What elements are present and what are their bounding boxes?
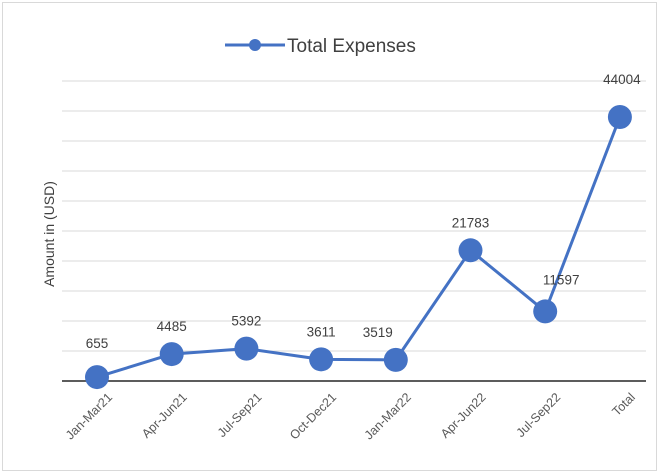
data-point: [309, 347, 334, 372]
data-point: [85, 365, 109, 390]
x-tick-label: Oct-Dec21: [287, 390, 339, 442]
series-total-expenses: [85, 104, 632, 390]
data-label: 21783: [452, 215, 490, 230]
data-label: 655: [86, 336, 109, 351]
x-tick-label: Jan-Mar22: [362, 390, 414, 442]
legend-entry: Total Expenses: [287, 36, 416, 57]
data-label: 3611: [307, 324, 336, 339]
line-chart: Total Expenses Amount in (USD) 655 4485 53…: [41, 36, 646, 442]
data-point: [458, 238, 483, 263]
x-tick-label: Jan-Mar21: [63, 390, 115, 442]
x-tick-label: Jul-Sep22: [514, 390, 564, 440]
data-point: [383, 347, 408, 372]
x-tick-label: Total: [609, 390, 638, 419]
chart-frame: Total Expenses Amount in (USD) 655 4485 53…: [2, 2, 657, 471]
legend-point-marker: [249, 39, 261, 51]
data-label: 3519: [363, 325, 393, 340]
x-tick-label: Jul-Sep21: [215, 390, 265, 440]
data-label: 44004: [603, 72, 641, 87]
x-tick-labels: Jan-Mar21 Apr-Jun21 Jul-Sep21 Oct-Dec21 Jan-…: [63, 390, 638, 442]
data-point: [607, 104, 632, 129]
gridlines: [62, 80, 646, 352]
data-point: [234, 336, 259, 361]
x-tick-label: Apr-Jun21: [139, 390, 190, 441]
data-label: 11597: [543, 272, 580, 287]
legend: Total Expenses: [225, 36, 416, 57]
data-point: [159, 342, 184, 367]
y-axis-label: Amount in (USD): [41, 181, 57, 287]
data-point: [533, 299, 558, 324]
data-label: 5392: [231, 314, 261, 329]
series-line: [96, 116, 622, 379]
data-label: 4485: [157, 319, 187, 334]
data-labels: 655 4485 5392 3611 3519 21783 11597 44004: [86, 72, 641, 351]
x-tick-label: Apr-Jun22: [438, 390, 489, 441]
